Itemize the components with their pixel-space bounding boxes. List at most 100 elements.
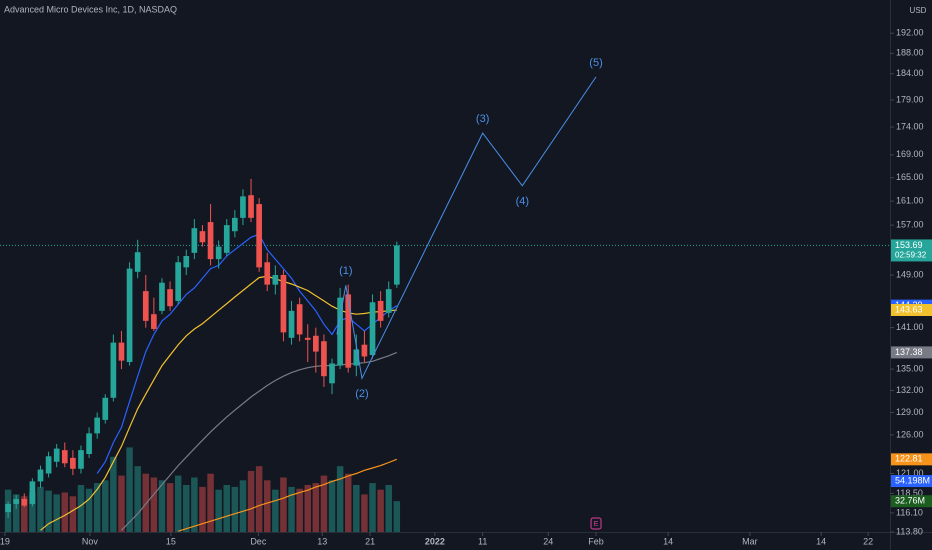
candle-body (191, 228, 198, 253)
volume-bar (77, 485, 85, 532)
candle-body (272, 274, 279, 285)
candle-body (5, 503, 11, 513)
candle-body (321, 341, 327, 377)
volume-bar (93, 483, 101, 532)
price-tag (891, 475, 932, 488)
volume-bar (288, 486, 295, 532)
candle-body (175, 262, 181, 301)
volume-bar (12, 494, 20, 532)
candle-body (232, 217, 238, 232)
candle-body (296, 304, 303, 335)
volume-bar (45, 490, 52, 532)
volume-bar (255, 466, 263, 532)
y-tick-label: 169.00 (896, 149, 924, 159)
volume-bar (385, 485, 392, 532)
volume-bar (393, 501, 401, 532)
x-tick-label: 11 (478, 536, 487, 546)
volume-bar (199, 486, 206, 532)
volume-bar (272, 489, 279, 532)
y-tick-label: 149.00 (896, 269, 924, 279)
y-tick-label: 165.00 (896, 172, 924, 182)
volume-bar (361, 494, 368, 532)
x-tick-label: 13 (317, 536, 327, 546)
x-tick-label: 21 (365, 536, 375, 546)
candle-body (345, 294, 352, 368)
volume-bar (134, 466, 141, 532)
volume-bar (328, 480, 336, 532)
candle-body (207, 222, 214, 260)
candle-body (134, 252, 141, 272)
candle-body (393, 245, 400, 285)
volume-bar (215, 489, 222, 532)
x-tick-label: 19 (0, 536, 10, 546)
price-tag (891, 495, 932, 508)
y-tick-label: 116.10 (896, 507, 923, 517)
candle-body (248, 195, 254, 218)
candle-body (53, 448, 60, 462)
x-tick-label: 22 (863, 536, 873, 546)
x-tick-label: 24 (543, 536, 553, 546)
candle-body (280, 274, 287, 333)
volume-bar (150, 477, 158, 532)
volume-bar (344, 473, 352, 532)
volume-bar (296, 488, 303, 532)
y-tick-label: 118.50 (896, 488, 923, 498)
volume-bar (142, 473, 150, 532)
candle-body (199, 231, 206, 243)
y-tick-label: 121.00 (896, 468, 924, 478)
y-tick-label: 113.80 (896, 526, 923, 536)
x-tick-label: Feb (588, 536, 604, 546)
volume-bar (312, 483, 320, 532)
candle-body (167, 289, 173, 307)
candle-body (21, 499, 28, 506)
volume-bar (377, 489, 384, 532)
candle-body (312, 335, 319, 352)
volume-bar (37, 486, 44, 532)
price-tag (891, 453, 932, 466)
candle-body (61, 450, 68, 464)
candle-body (223, 225, 230, 253)
candle-body (70, 457, 76, 469)
y-tick-label: 161.00 (896, 195, 924, 205)
volume-bar (21, 496, 28, 532)
volume-bar (304, 485, 311, 532)
volume-bar (53, 494, 60, 532)
price-tag (891, 303, 932, 316)
candle-body (304, 337, 311, 340)
countdown: 02:59:32 (895, 251, 927, 260)
candle-body (110, 342, 117, 398)
x-tick-label: 15 (166, 536, 176, 546)
candle-body (215, 246, 222, 260)
candle-body (256, 204, 262, 268)
volume-bar (69, 496, 77, 532)
price-tag-label: 143.63 (895, 304, 923, 314)
y-tick-label: 179.00 (896, 94, 924, 104)
candle-body (142, 291, 149, 321)
volume-bar (85, 488, 93, 532)
volume-bar (264, 480, 271, 532)
candle-body (361, 344, 368, 357)
price-tag-label: 137.38 (895, 347, 923, 357)
candle-body (337, 297, 343, 366)
candle-body (377, 300, 384, 321)
x-tick-label: 2022 (425, 536, 445, 546)
candle-body (86, 433, 92, 454)
symbol-title: Advanced Micro Devices Inc, 1D, NASDAQ (4, 4, 177, 14)
y-tick-label: 188.00 (896, 48, 924, 58)
volume-bar (247, 470, 255, 532)
moving-average-line (178, 458, 398, 532)
volume-bar (191, 477, 198, 532)
volume-bar (223, 485, 230, 532)
volume-bar (158, 480, 166, 532)
candle-body (264, 262, 271, 285)
y-tick-label: 192.00 (896, 28, 924, 38)
x-tick-label: Nov (82, 536, 99, 546)
volume-bar (118, 475, 125, 532)
wave-label: (1) (339, 265, 352, 277)
candle-body (37, 469, 44, 482)
volume-bar (126, 447, 133, 532)
volume-bar (336, 466, 344, 532)
